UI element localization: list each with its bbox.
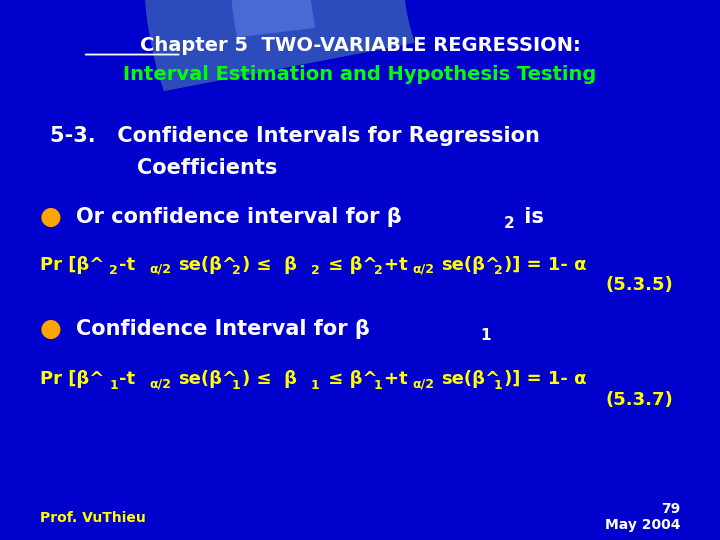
- Text: α/2: α/2: [150, 377, 172, 390]
- Text: Confidence Interval for β: Confidence Interval for β: [76, 319, 369, 340]
- Text: 1: 1: [311, 379, 320, 392]
- Text: α/2: α/2: [413, 263, 435, 276]
- Text: -t: -t: [119, 255, 141, 274]
- Text: )] = 1- α: )] = 1- α: [504, 370, 587, 388]
- Text: α/2: α/2: [413, 377, 435, 390]
- Polygon shape: [230, 0, 661, 37]
- Text: Or confidence interval for β: Or confidence interval for β: [76, 207, 401, 227]
- Text: is: is: [517, 207, 544, 227]
- Text: 1: 1: [109, 379, 118, 392]
- Text: 2: 2: [232, 264, 240, 277]
- Text: 1: 1: [494, 379, 503, 392]
- Text: Interval Estimation and Hypothesis Testing: Interval Estimation and Hypothesis Testi…: [123, 65, 597, 84]
- Text: ≤ β^: ≤ β^: [322, 370, 377, 388]
- Text: Pr [β^: Pr [β^: [40, 370, 104, 388]
- Text: 2: 2: [374, 264, 382, 277]
- Text: se(β^: se(β^: [441, 370, 500, 388]
- Text: May 2004: May 2004: [605, 518, 680, 532]
- Text: α/2: α/2: [150, 263, 172, 276]
- Text: se(β^: se(β^: [441, 255, 500, 274]
- Text: ●: ●: [40, 318, 61, 341]
- Text: Coefficients: Coefficients: [137, 158, 277, 179]
- Text: 1: 1: [480, 328, 491, 343]
- Text: 2: 2: [494, 264, 503, 277]
- Text: 1: 1: [374, 379, 382, 392]
- Text: 1: 1: [232, 379, 240, 392]
- Text: +t: +t: [384, 255, 413, 274]
- Text: ≤ β^: ≤ β^: [322, 255, 377, 274]
- Text: 79: 79: [661, 502, 680, 516]
- Text: Pr [β^: Pr [β^: [40, 255, 104, 274]
- Text: 2: 2: [109, 264, 118, 277]
- Text: 5-3.   Confidence Intervals for Regression: 5-3. Confidence Intervals for Regression: [50, 126, 540, 146]
- Text: Chapter 5  TWO-VARIABLE REGRESSION:: Chapter 5 TWO-VARIABLE REGRESSION:: [140, 36, 580, 56]
- Text: )] = 1- α: )] = 1- α: [504, 255, 587, 274]
- Text: Prof. VuThieu: Prof. VuThieu: [40, 511, 145, 525]
- Text: 2: 2: [504, 216, 515, 231]
- Text: 2: 2: [311, 264, 320, 277]
- Text: se(β^: se(β^: [179, 255, 238, 274]
- Text: ●: ●: [40, 205, 61, 229]
- Text: +t: +t: [384, 370, 413, 388]
- Text: ) ≤  β: ) ≤ β: [242, 255, 297, 274]
- Text: se(β^: se(β^: [179, 370, 238, 388]
- Text: ) ≤  β: ) ≤ β: [242, 370, 297, 388]
- Text: -t: -t: [119, 370, 141, 388]
- Polygon shape: [144, 0, 720, 91]
- Text: (5.3.7): (5.3.7): [606, 390, 673, 409]
- Text: (5.3.5): (5.3.5): [606, 276, 673, 294]
